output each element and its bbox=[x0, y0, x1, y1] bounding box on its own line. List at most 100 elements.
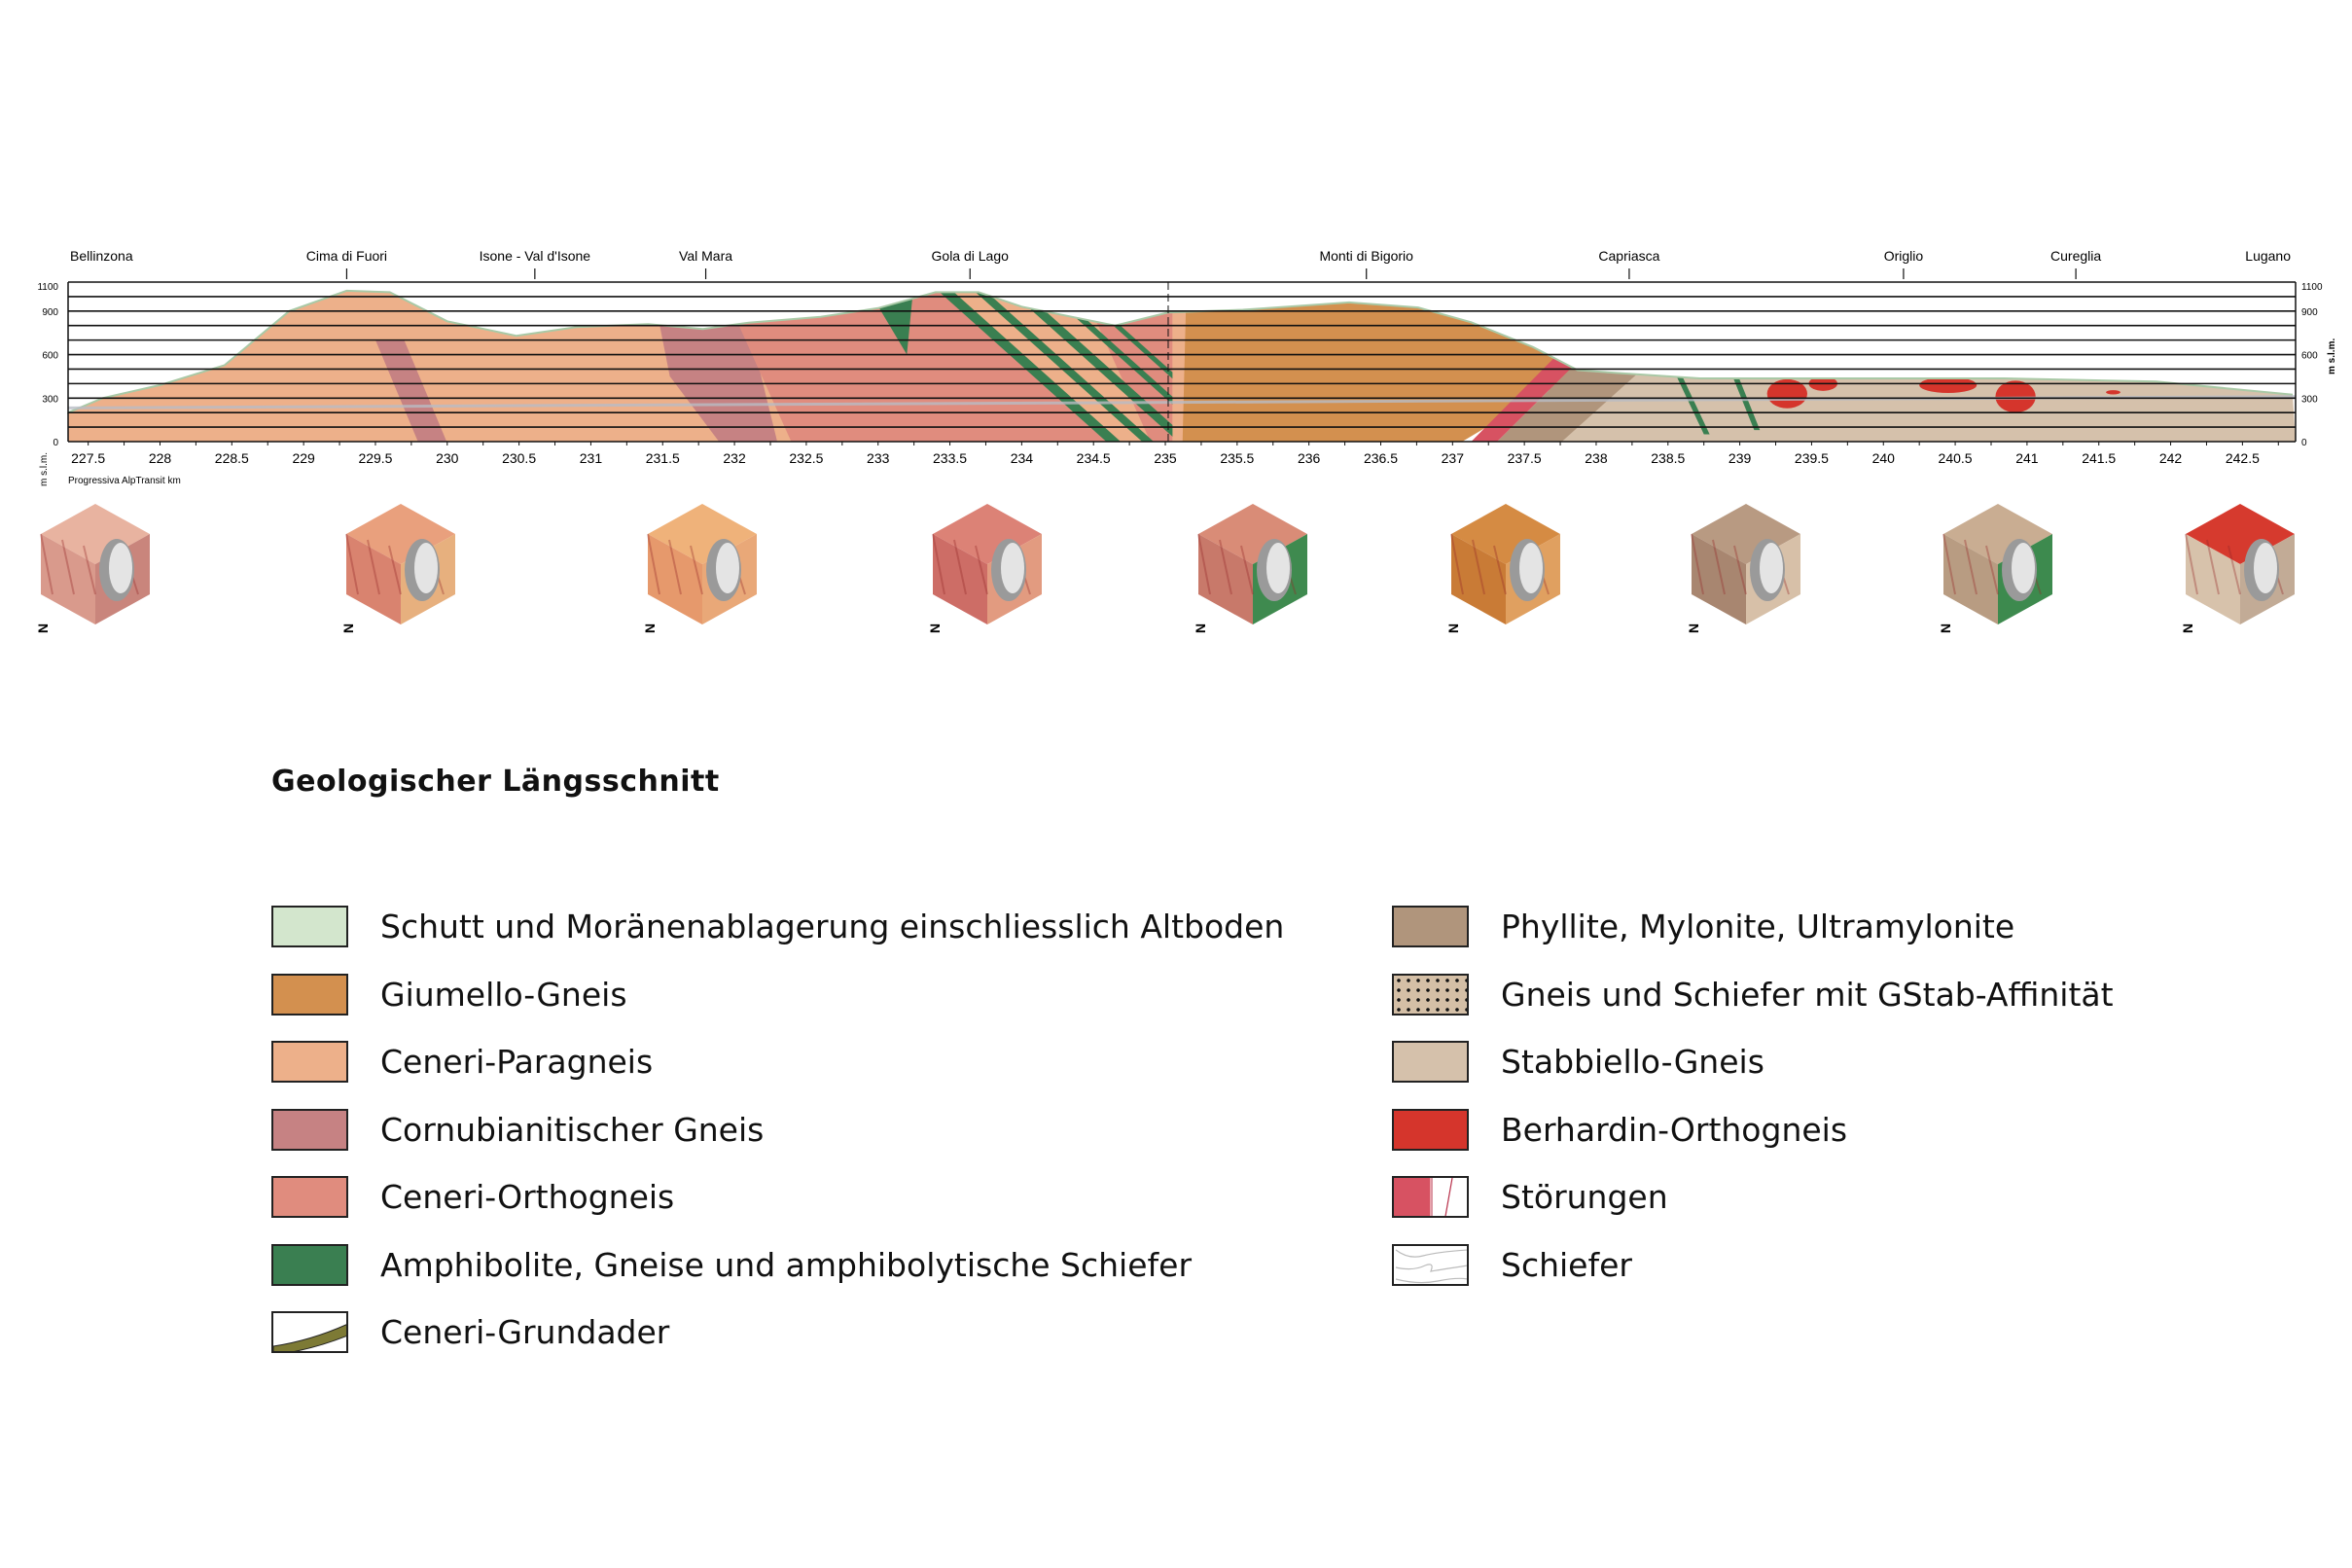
tunnel-opening-highlight bbox=[414, 543, 438, 593]
block-left-face bbox=[1692, 534, 1746, 624]
tunnel-opening-highlight bbox=[2254, 543, 2277, 593]
block-texture bbox=[2185, 533, 2198, 595]
unit-berhardin-orthogneis bbox=[2106, 390, 2120, 395]
x-tick-label: 241.5 bbox=[2082, 450, 2116, 466]
block-left-face bbox=[2186, 534, 2240, 624]
rock-block-4: N bbox=[927, 504, 1042, 633]
legend-title: Geologischer Längsschnitt bbox=[271, 765, 720, 799]
x-tick-label: 227.5 bbox=[71, 450, 105, 466]
geological-section: Bellinzona Cima di Fuori Isone - Val d'Iso… bbox=[35, 248, 2337, 633]
x-axis: 227.5 228 228.5 229 229.5 230 230.5 231 231.5 232… bbox=[71, 442, 2279, 466]
block-texture bbox=[1985, 545, 1999, 595]
location-label: Monti di Bigorio bbox=[1319, 248, 1413, 264]
block-texture bbox=[367, 539, 380, 595]
legend-right-column: Phyllite, Mylonite, Ultramylonite Gneis u… bbox=[1392, 893, 2114, 1299]
legend-item: Phyllite, Mylonite, Ultramylonite bbox=[1392, 893, 2114, 961]
rock-block-2: N bbox=[340, 504, 455, 633]
legend-label: Berhardin-Orthogneis bbox=[1501, 1110, 1848, 1149]
x-tick-label: 238 bbox=[1585, 450, 1608, 466]
north-arrow-icon: N bbox=[2180, 624, 2195, 633]
legend-item: Schiefer bbox=[1392, 1231, 2114, 1300]
location-label: Gola di Lago bbox=[932, 248, 1010, 264]
legend-item: Schutt und Moränenablagerung einschliess… bbox=[271, 893, 1284, 961]
legend-label: Stabbiello-Gneis bbox=[1501, 1043, 1764, 1082]
block-texture bbox=[953, 539, 967, 595]
tunnel-opening-highlight bbox=[1001, 543, 1024, 593]
legend-label: Giumello-Gneis bbox=[380, 975, 627, 1014]
north-arrow-icon: N bbox=[1193, 624, 1208, 633]
legend-label: Ceneri-Paragneis bbox=[380, 1043, 654, 1082]
y-tick-label-right: 0 bbox=[2301, 438, 2307, 448]
legend-swatch bbox=[1392, 1041, 1469, 1084]
unit-amphibolite-lens bbox=[1675, 373, 1710, 435]
north-arrow-icon: N bbox=[35, 624, 51, 633]
block-left-face bbox=[648, 534, 702, 624]
north-arrow-icon: N bbox=[927, 624, 943, 633]
legend-label: Amphibolite, Gneise und amphibolytische … bbox=[380, 1245, 1193, 1284]
legend-swatch bbox=[1392, 1108, 1469, 1151]
block-texture bbox=[1942, 533, 1956, 595]
y-tick-label-left: 900 bbox=[42, 307, 58, 318]
y-axis-label-right: m s.l.m. bbox=[2327, 339, 2337, 374]
x-tick-label: 240.5 bbox=[1939, 450, 1973, 466]
unit-berhardin-orthogneis bbox=[1919, 376, 1978, 394]
y-axis: 1100 1100 900 900 600 600 300 300 0 0 bbox=[37, 282, 2322, 448]
x-tick-label: 236.5 bbox=[1364, 450, 1398, 466]
unit-cornubianitischer-gneis-band bbox=[375, 339, 447, 442]
x-tick-label: 231 bbox=[580, 450, 603, 466]
legend-swatch bbox=[1392, 1243, 1469, 1286]
x-tick-label: 239 bbox=[1728, 450, 1752, 466]
y-tick-label-right: 600 bbox=[2301, 351, 2318, 362]
block-texture bbox=[932, 533, 945, 595]
gridlines bbox=[67, 281, 2297, 443]
block-texture bbox=[1197, 533, 1211, 595]
tunnel-opening-highlight bbox=[1760, 543, 1783, 593]
block-texture bbox=[40, 533, 53, 595]
x-tick-label: 230 bbox=[436, 450, 459, 466]
legend-swatch bbox=[271, 1243, 348, 1286]
legend-label: Cornubianitischer Gneis bbox=[380, 1110, 765, 1149]
block-texture bbox=[1219, 539, 1232, 595]
terrain-surface bbox=[67, 289, 2294, 414]
tunnel-opening-highlight bbox=[2012, 543, 2035, 593]
block-texture bbox=[1964, 539, 1978, 595]
x-tick-label: 236 bbox=[1298, 450, 1321, 466]
location-label: Origlio bbox=[1884, 248, 1924, 264]
block-left-face bbox=[41, 534, 95, 624]
block-texture bbox=[2227, 545, 2241, 595]
y-tick-label-right: 300 bbox=[2301, 394, 2318, 405]
legend-swatch bbox=[271, 1108, 348, 1151]
block-left-face bbox=[933, 534, 987, 624]
x-tick-label: 238.5 bbox=[1651, 450, 1685, 466]
y-axis-label-left: m s.l.m. bbox=[39, 452, 50, 486]
block-texture bbox=[647, 533, 660, 595]
rock-block-6: N bbox=[1445, 504, 1560, 633]
location-label: Isone - Val d'Isone bbox=[480, 248, 591, 264]
rock-block-3: N bbox=[642, 504, 757, 633]
north-arrow-icon: N bbox=[1938, 624, 1953, 633]
block-left-face bbox=[1943, 534, 1998, 624]
x-tick-label: 235.5 bbox=[1220, 450, 1254, 466]
legend-label: Schutt und Moränenablagerung einschliess… bbox=[380, 908, 1285, 946]
block-left-face bbox=[1451, 534, 1506, 624]
location-label: Capriasca bbox=[1598, 248, 1659, 264]
x-tick-label: 230.5 bbox=[502, 450, 536, 466]
legend-item: Störungen bbox=[1392, 1163, 2114, 1231]
x-tick-label: 231.5 bbox=[646, 450, 680, 466]
legend-item: Ceneri-Paragneis bbox=[271, 1028, 1284, 1096]
tunnel-opening-highlight bbox=[109, 543, 132, 593]
unit-berhardin-orthogneis bbox=[1766, 378, 1807, 409]
y-tick-label-left: 1100 bbox=[37, 282, 58, 293]
x-tick-label: 228.5 bbox=[215, 450, 249, 466]
block-texture bbox=[2206, 539, 2220, 595]
x-tick-label: 232 bbox=[723, 450, 746, 466]
block-texture bbox=[1691, 533, 1704, 595]
rock-block-8: N bbox=[1938, 504, 2052, 633]
legend-swatch bbox=[271, 973, 348, 1016]
block-texture bbox=[1450, 533, 1464, 595]
x-tick-label: 233.5 bbox=[933, 450, 967, 466]
block-texture bbox=[1712, 539, 1726, 595]
legend-label: Gneis und Schiefer mit GStab-Affinität bbox=[1501, 975, 2114, 1014]
location-label: Lugano bbox=[2245, 248, 2291, 264]
legend-item: Amphibolite, Gneise und amphibolytische … bbox=[271, 1231, 1284, 1300]
